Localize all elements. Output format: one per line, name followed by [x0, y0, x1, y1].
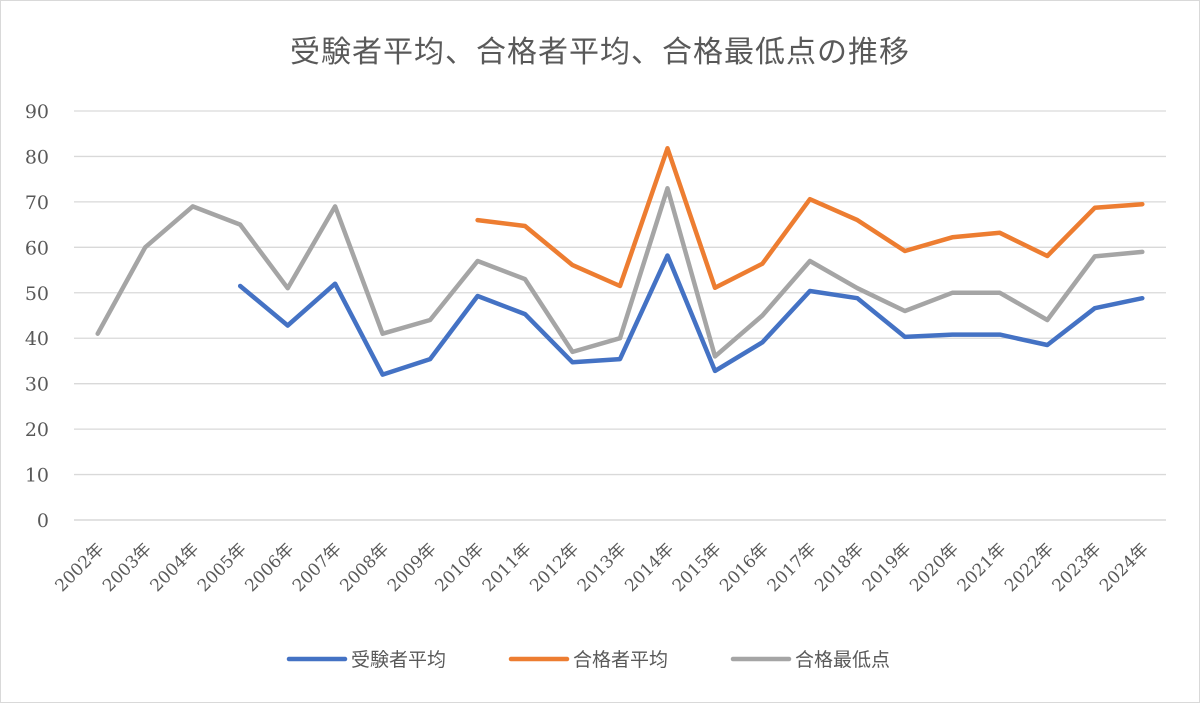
x-tick-label: 2008年: [336, 539, 393, 596]
x-tick-label: 2011年: [479, 539, 536, 596]
y-tick-label: 40: [25, 328, 49, 350]
x-tick-label: 2021年: [954, 539, 1011, 596]
x-tick-label: 2006年: [241, 539, 298, 596]
x-tick-label: 2015年: [669, 539, 726, 596]
y-tick-label: 70: [25, 192, 49, 214]
x-tick-label: 2014年: [621, 539, 678, 596]
series-line-1: [237, 253, 1145, 377]
chart-title: 受験者平均、合格者平均、合格最低点の推移: [290, 35, 910, 70]
x-tick-label: 2009年: [384, 539, 441, 596]
y-tick-label: 60: [25, 237, 49, 259]
y-tick-label: 80: [25, 146, 49, 168]
y-tick-label: 20: [25, 419, 49, 441]
y-tick-label: 10: [25, 465, 49, 487]
x-tick-label: 2023年: [1049, 539, 1106, 596]
x-tick-label: 2019年: [859, 539, 916, 596]
series-line-3: [95, 186, 1145, 359]
x-tick-label: 2024年: [1096, 539, 1153, 596]
x-tick-label: 2005年: [194, 539, 251, 596]
x-tick-label: 2016年: [716, 539, 773, 596]
y-tick-label: 90: [25, 101, 49, 123]
series-line-2: [475, 146, 1145, 291]
x-tick-label: 2004年: [146, 539, 203, 596]
x-tick-label: 2017年: [764, 539, 821, 596]
legend-label-2: 合格者平均: [573, 649, 668, 671]
x-tick-label: 2002年: [52, 539, 109, 596]
x-tick-label: 2020年: [906, 539, 963, 596]
y-tick-label: 50: [25, 283, 49, 305]
legend-label-3: 合格最低点: [795, 649, 890, 671]
x-tick-label: 2010年: [431, 539, 488, 596]
x-tick-label: 2007年: [289, 539, 346, 596]
legend-label-1: 受験者平均: [351, 649, 446, 671]
x-tick-label: 2003年: [99, 539, 156, 596]
x-tick-label: 2022年: [1001, 539, 1058, 596]
y-tick-label: 30: [25, 374, 49, 396]
x-tick-label: 2018年: [811, 539, 868, 596]
x-tick-label: 2012年: [526, 539, 583, 596]
x-tick-label: 2013年: [574, 539, 631, 596]
y-tick-label: 0: [37, 510, 49, 532]
